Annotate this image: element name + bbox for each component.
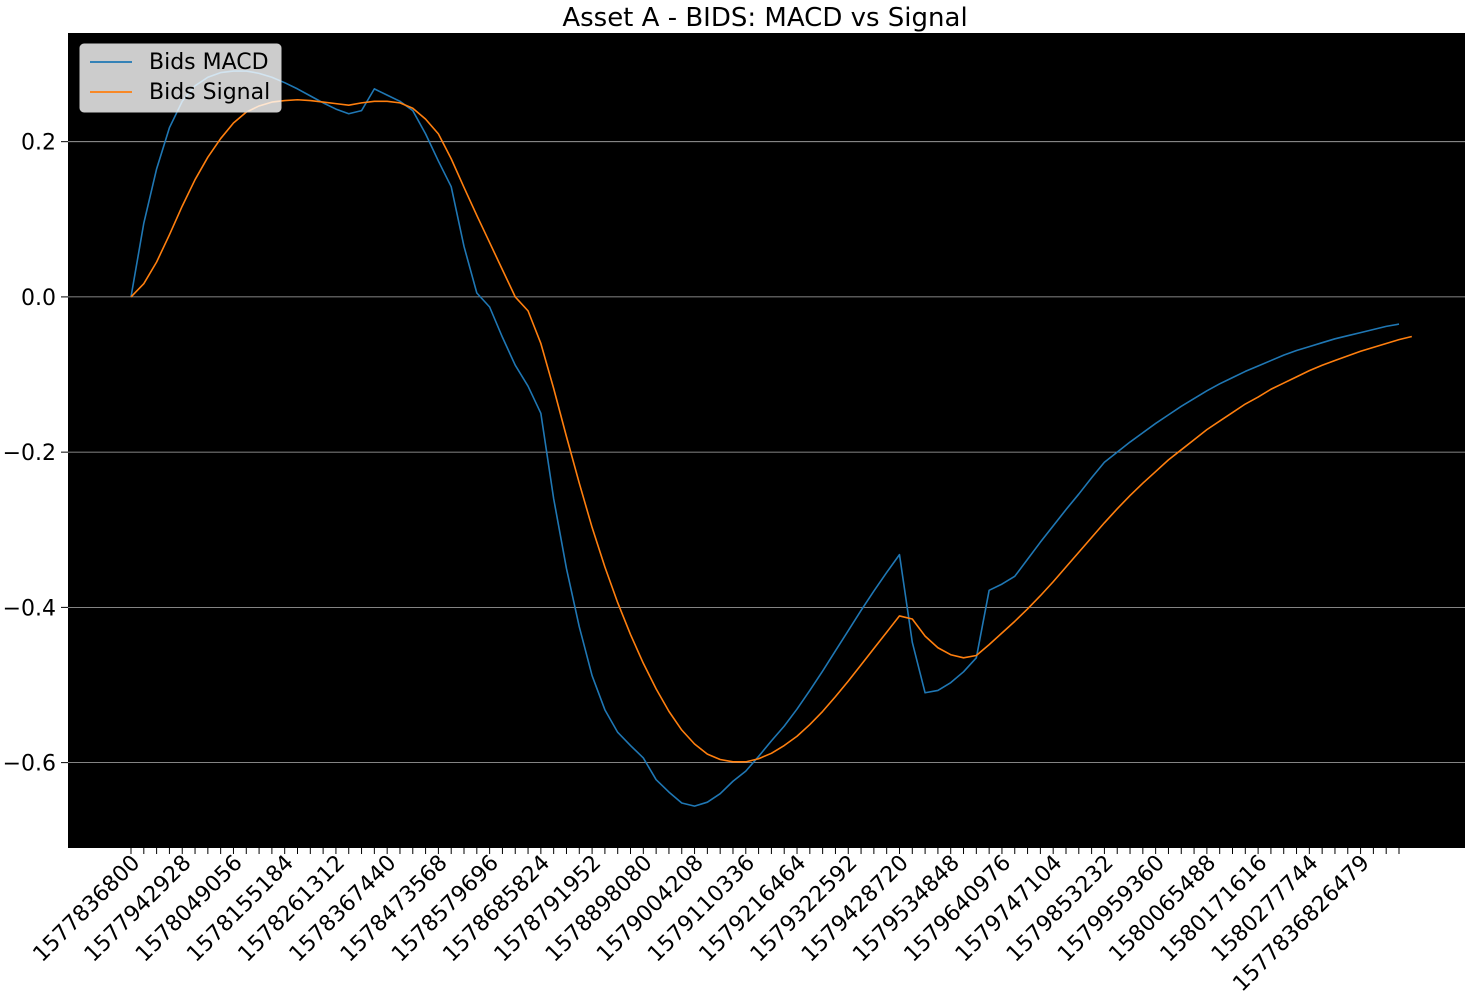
legend-label-signal: Bids Signal <box>149 80 270 105</box>
legend-label-macd: Bids MACD <box>149 50 269 75</box>
y-tick-label: −0.6 <box>3 752 56 777</box>
y-tick-label: −0.4 <box>3 596 56 621</box>
legend: Bids MACD Bids Signal <box>79 43 282 113</box>
legend-box <box>79 43 282 113</box>
series-lines <box>130 70 1412 807</box>
y-gridlines <box>68 141 1465 764</box>
x-axis: 1577836800157794292815780490561578155184… <box>29 848 1400 997</box>
series-line-macd <box>130 70 1400 807</box>
y-tick-label: 0.0 <box>21 286 56 311</box>
y-axis: 0.2 0.0 −0.2 −0.4 −0.6 <box>3 131 68 777</box>
y-tick-label: −0.2 <box>3 441 56 466</box>
y-tick-label: 0.2 <box>21 131 56 156</box>
plot-area <box>68 33 1465 848</box>
chart-title: Asset A - BIDS: MACD vs Signal <box>562 3 967 33</box>
series-line-signal <box>130 98 1412 763</box>
